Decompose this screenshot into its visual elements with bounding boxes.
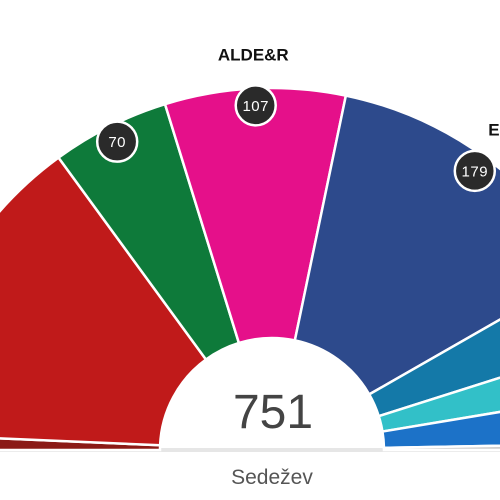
seat-badge-label: 107 (242, 98, 269, 115)
seat-badge-70 (95, 120, 139, 163)
party-labels: ALDE&RELSESZ (218, 45, 500, 140)
seat-badge-179 (453, 149, 497, 193)
segment-group-9 (382, 444, 500, 452)
seat-badge-label: 70 (108, 134, 126, 151)
party-label-alde-r: ALDE&R (218, 45, 289, 64)
segment-esz (0, 155, 208, 447)
baseline (0, 448, 500, 452)
segment-els (293, 94, 500, 397)
segment-alde-r (163, 86, 348, 345)
seats-caption: Sedežev (231, 466, 313, 489)
seat-badge-107 (234, 84, 277, 127)
seat-badges: 70 107 179 (95, 84, 497, 193)
party-label-els: ELS (488, 121, 500, 140)
seat-segments (0, 86, 500, 452)
total-seats: 751 (233, 386, 313, 439)
seat-badge-label: 179 (462, 163, 489, 180)
